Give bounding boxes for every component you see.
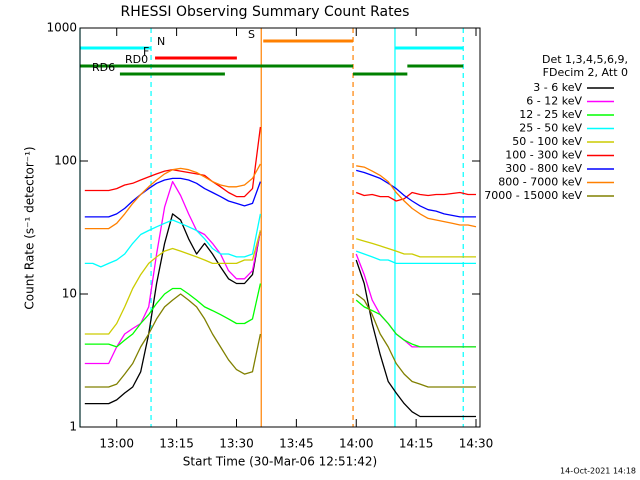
legend-label: 6 - 12 keV: [526, 95, 582, 108]
legend-label: 300 - 800 keV: [505, 162, 582, 175]
legend-header: FDecim 2, Att 0: [543, 66, 628, 79]
series-line: [84, 293, 476, 388]
y-tick-label: 1000: [46, 21, 77, 35]
x-tick-label: 14:00: [339, 437, 374, 451]
plot-frame: [79, 27, 481, 428]
series-line: [84, 213, 476, 268]
y-axis-label: Count Rate (s⁻¹ detector⁻¹): [23, 146, 37, 309]
flag-label: RD6: [92, 61, 115, 74]
series-line: [84, 283, 476, 348]
flag-label: RD0: [125, 53, 148, 66]
y-tick-label: 100: [54, 154, 77, 168]
flag-label: F: [143, 45, 149, 58]
legend-label: 50 - 100 keV: [512, 135, 582, 148]
series-line: [84, 169, 476, 218]
x-tick-label: 13:00: [99, 437, 134, 451]
x-axis-label: Start Time (30-Mar-06 12:51:42): [183, 455, 377, 469]
legend-header: Det 1,3,4,5,6,9,: [542, 53, 628, 66]
series-line: [84, 230, 476, 335]
legend-label: 100 - 300 keV: [505, 149, 582, 162]
flag-label: N: [157, 35, 165, 48]
legend-label: 3 - 6 keV: [533, 81, 582, 94]
series-line: [84, 163, 477, 230]
x-tick-label: 13:45: [279, 437, 314, 451]
legend-label: 12 - 25 keV: [519, 108, 582, 121]
legend-label: 7000 - 15000 keV: [484, 189, 582, 202]
x-tick-label: 13:30: [219, 437, 254, 451]
x-tick-label: 14:15: [399, 437, 434, 451]
y-tick-label: 1: [69, 420, 77, 434]
x-tick-label: 13:15: [159, 437, 194, 451]
chart-title: RHESSI Observing Summary Count Rates: [121, 4, 410, 20]
series-line: [84, 213, 476, 418]
x-tick-label: 14:30: [459, 437, 494, 451]
legend-label: 800 - 7000 keV: [498, 176, 582, 189]
y-tick-label: 10: [62, 287, 77, 301]
footer-date: 14-Oct-2021 14:18: [560, 467, 636, 476]
flag-label: S: [248, 28, 255, 41]
legend-label: 25 - 50 keV: [519, 122, 582, 135]
